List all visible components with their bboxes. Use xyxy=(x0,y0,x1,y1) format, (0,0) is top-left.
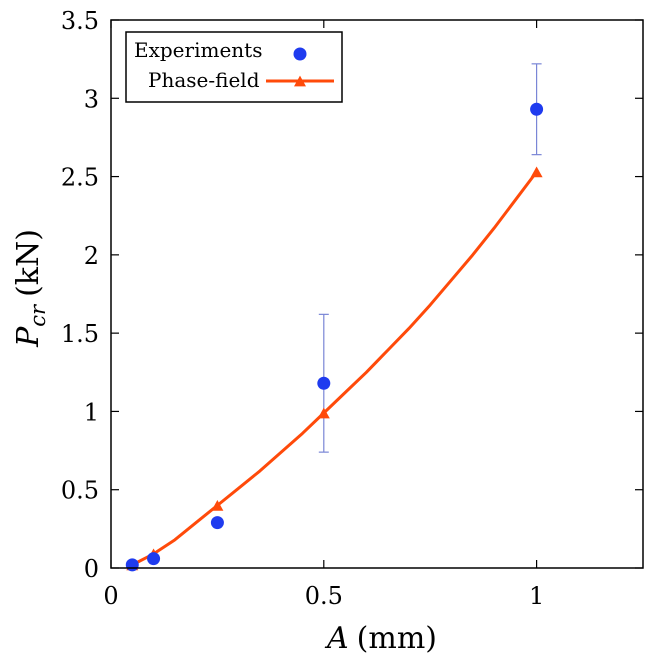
y-tick-label: 1.5 xyxy=(61,320,99,348)
legend-marker-circle xyxy=(293,47,307,61)
legend: Experiments Phase-field xyxy=(125,31,343,103)
y-tick-label: 0 xyxy=(84,555,99,583)
legend-box xyxy=(125,31,343,103)
experiment-point xyxy=(530,102,544,116)
legend-label-experiments: Experiments xyxy=(134,38,262,62)
legend-label-phase-field: Phase-field xyxy=(148,68,260,92)
y-tick-label: 2.5 xyxy=(61,164,99,192)
y-tick-label: 3.5 xyxy=(61,7,99,35)
y-tick-label: 1 xyxy=(84,398,99,426)
plot-area-frame xyxy=(110,19,644,569)
y-axis-unit: (kN) xyxy=(11,229,46,297)
x-axis-ticks: 0 0.5 1 xyxy=(103,20,544,610)
y-axis-subscript: cr xyxy=(26,303,50,327)
legend-marker-experiments xyxy=(293,47,307,61)
phase-field-point xyxy=(317,407,330,419)
experiment-point xyxy=(317,376,331,390)
series-layer xyxy=(125,63,544,572)
experiment-point xyxy=(210,516,224,530)
y-axis-ticks: 0 0.5 1 1.5 2 2.5 3 3.5 xyxy=(61,7,643,583)
phase-field-line xyxy=(131,170,538,567)
x-axis-label: A (mm) xyxy=(324,621,437,656)
phase-field-point xyxy=(211,499,224,511)
experiment-point xyxy=(125,558,139,572)
x-tick-label: 0 xyxy=(103,582,118,610)
phase-field-point xyxy=(530,166,543,178)
legend-marker-phase-field xyxy=(266,75,334,87)
y-axis-symbol: P xyxy=(11,326,46,348)
y-axis-label: Pcr (kN) xyxy=(11,229,50,348)
x-tick-label: 1 xyxy=(529,582,544,610)
experiment-point xyxy=(147,552,161,566)
legend-marker-triangle xyxy=(294,75,306,87)
y-tick-label: 3 xyxy=(84,85,99,113)
y-tick-label: 0.5 xyxy=(61,477,99,505)
x-axis-symbol: A xyxy=(324,621,349,656)
x-axis-unit: (mm) xyxy=(357,621,437,656)
x-tick-label: 0.5 xyxy=(305,582,343,610)
y-tick-label: 2 xyxy=(84,242,99,270)
